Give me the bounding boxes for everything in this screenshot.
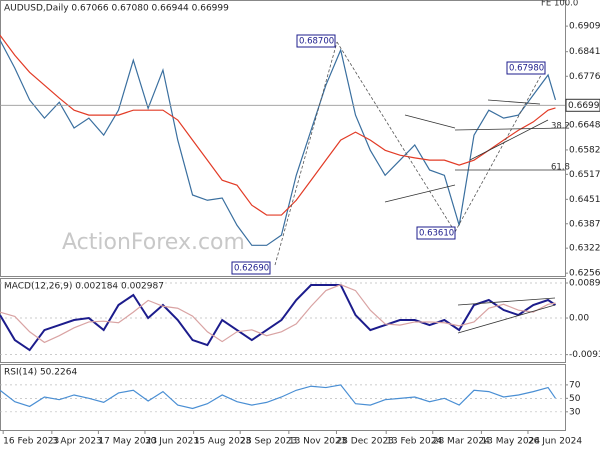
macd-title: MACD(12,26,9) 0.002184 0.002987: [4, 282, 164, 292]
series-line: [0, 39, 557, 246]
annotation: FE 100.0: [541, 0, 578, 9]
annotation: 0.63610: [419, 229, 454, 239]
trend-line: [384, 184, 456, 203]
series-line: [0, 34, 556, 216]
annotation-box: [231, 261, 271, 275]
x-tick-label: 16 Feb 2023: [3, 437, 59, 447]
series-line: [0, 384, 556, 410]
trend-line: [469, 119, 549, 161]
y-tick-label: 0.68415: [569, 47, 600, 57]
trend-line: [404, 114, 456, 129]
trend-line: [454, 67, 546, 233]
y-tick-label: 0.65175: [569, 170, 600, 180]
annotation: 0.67980: [509, 64, 544, 74]
series-line: [0, 283, 557, 352]
trend-line: [457, 304, 556, 334]
x-tick-label: 13 May 2024: [481, 437, 540, 447]
annotation-box: [416, 226, 456, 240]
x-tick-label: 17 May 2023: [98, 437, 157, 447]
trend-line: [487, 99, 541, 105]
chart-title: AUDUSD,Daily 0.67066 0.67080 0.66944 0.6…: [4, 4, 229, 14]
y-tick-label: 0.62565: [569, 269, 600, 279]
y-tick-label: 30: [569, 407, 581, 417]
y-tick-label: 0.008929: [569, 278, 600, 288]
x-tick-label: 28 Dec 2023: [336, 437, 394, 447]
rsi-panel: [0, 364, 566, 431]
x-tick-label: 30 Jun 2023: [145, 437, 199, 447]
x-tick-label: 28 Sep 2023: [240, 437, 297, 447]
x-tick-label: 13 Nov 2023: [289, 437, 347, 447]
y-tick-label: 0.00: [569, 314, 589, 324]
y-tick-label: -0.009321: [569, 350, 600, 360]
y-tick-label: 0.67765: [569, 72, 600, 82]
trend-line: [457, 297, 556, 306]
series-line: [0, 284, 556, 344]
last-price-box: [565, 98, 600, 112]
rsi-title: RSI(14) 50.2264: [4, 368, 77, 378]
y-tick-label: 0.63225: [569, 244, 600, 254]
x-tick-label: 13 Feb 2024: [386, 437, 442, 447]
macd-panel: [0, 278, 566, 363]
trend-line: [336, 41, 456, 233]
annotation-box: [296, 34, 336, 48]
y-tick-label: 0.64515: [569, 195, 600, 205]
last-price-label: 0.66999: [568, 101, 600, 111]
y-tick-label: 50: [569, 394, 581, 404]
annotation: 38.2: [551, 122, 570, 132]
trend-line: [274, 41, 338, 266]
x-tick-label: 3 Apr 2023: [52, 437, 102, 447]
price-panel: [0, 0, 566, 277]
annotation: 0.68700: [299, 37, 334, 47]
annotation-box: [506, 61, 546, 75]
x-tick-label: 28 Mar 2024: [433, 437, 490, 447]
x-tick-label: 26 Jun 2024: [528, 437, 582, 447]
annotation: 61.8: [551, 163, 570, 173]
y-tick-label: 70: [569, 380, 581, 390]
x-tick-label: 15 Aug 2023: [194, 437, 252, 447]
trend-line: [454, 127, 566, 131]
annotation: 0.62690: [234, 264, 269, 274]
watermark: ActionForex.com: [62, 230, 245, 255]
